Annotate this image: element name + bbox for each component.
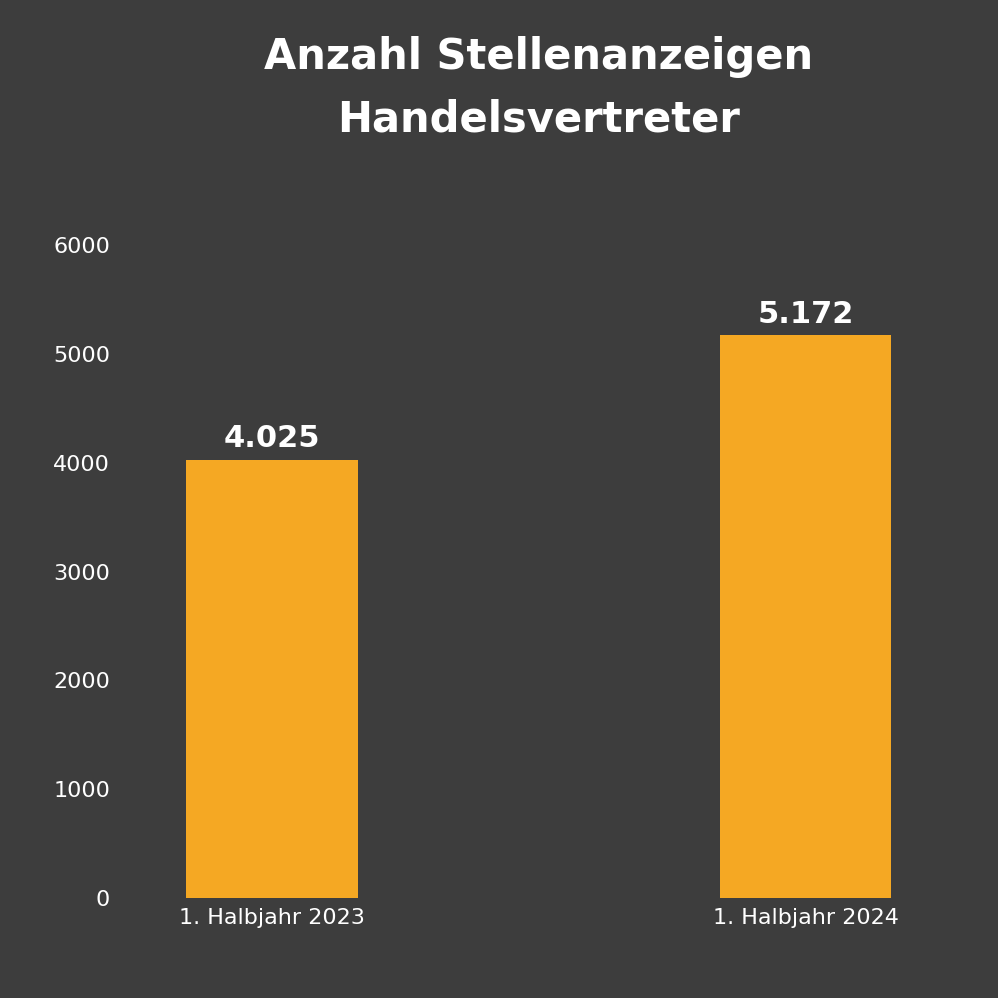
Bar (187, 460, 358, 898)
Title: Anzahl Stellenanzeigen
Handelsvertreter: Anzahl Stellenanzeigen Handelsvertreter (264, 36, 813, 140)
Text: 5.172: 5.172 (757, 299, 854, 328)
Text: 4.025: 4.025 (224, 424, 320, 453)
Bar (720, 335, 891, 898)
